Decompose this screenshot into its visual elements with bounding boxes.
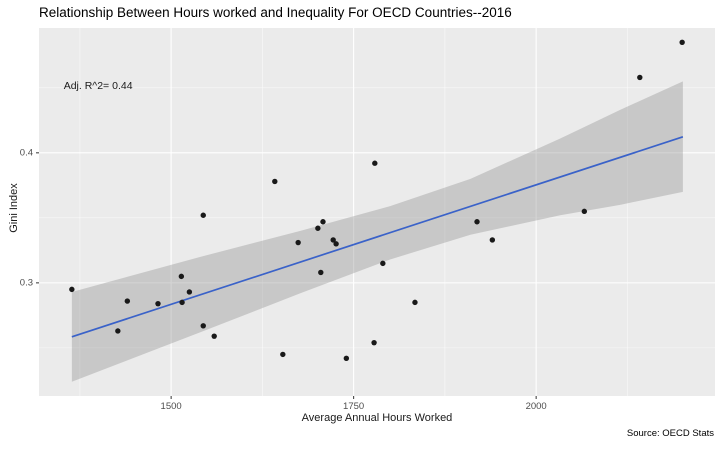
data-point [343, 355, 350, 361]
data-point [186, 289, 193, 295]
data-point [679, 39, 685, 46]
data-point [581, 208, 588, 215]
data-point [115, 328, 121, 334]
x-axis-title: Average Annual Hours Worked [301, 412, 453, 424]
data-point [295, 239, 301, 246]
y-tick-label: 0.3 [19, 277, 33, 289]
x-tick-label: 1750 [343, 401, 365, 412]
data-point [637, 74, 643, 81]
data-point [318, 269, 324, 276]
data-point [412, 299, 418, 306]
data-point [315, 225, 321, 231]
data-point [333, 241, 339, 247]
data-point [179, 299, 185, 306]
data-point [489, 237, 496, 243]
y-tick-label: 0.4 [19, 147, 33, 159]
data-point [124, 298, 131, 304]
r-squared-annotation: Adj. R^2= 0.44 [63, 79, 133, 92]
data-point [380, 260, 386, 267]
regression-line [71, 136, 684, 338]
data-point [280, 351, 286, 358]
data-point [178, 273, 185, 280]
data-point [474, 219, 480, 225]
data-point [211, 333, 217, 339]
x-tick-label: 2000 [525, 401, 547, 412]
data-point [330, 237, 336, 243]
data-point [200, 323, 206, 329]
x-tick-label: 1500 [160, 401, 182, 412]
chart-title: Relationship Between Hours worked and In… [39, 5, 512, 20]
y-axis-title: Gini Index [8, 183, 20, 233]
data-point [200, 212, 206, 218]
confidence-band [71, 81, 683, 382]
data-point [155, 300, 161, 307]
data-point [69, 286, 75, 293]
source-caption: Source: OECD Stats [626, 428, 714, 439]
data-point [320, 219, 326, 225]
data-point [272, 178, 278, 185]
data-point [372, 160, 378, 166]
panel-background [39, 28, 715, 396]
data-point [371, 339, 377, 346]
